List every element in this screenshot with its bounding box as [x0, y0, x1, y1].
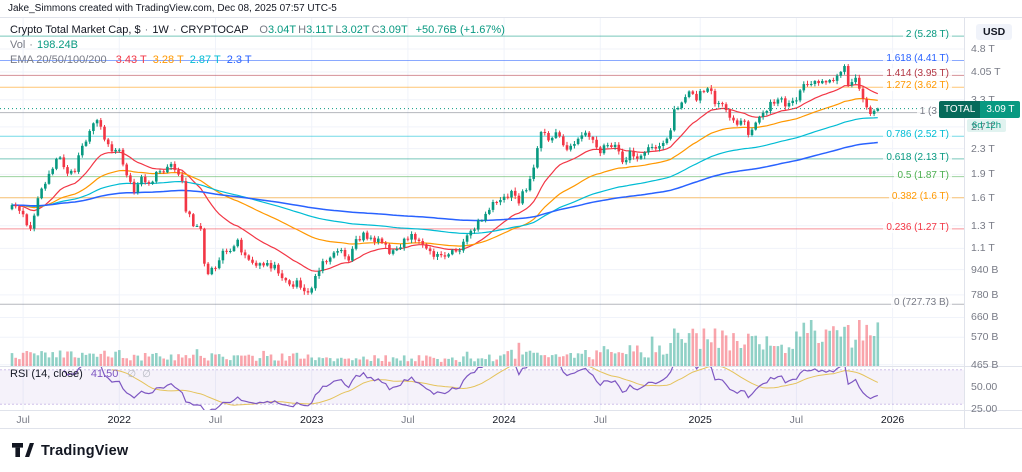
time-axis-label: 2026 [880, 414, 905, 426]
time-axis-label: Jul [789, 414, 804, 426]
ema-value: 3.43 T [115, 54, 147, 66]
ohlc-value: 3.11T [306, 24, 334, 36]
fib-level-label: 1 (3 T) [916, 105, 952, 117]
price-axis-label: 1.1 T [971, 242, 995, 255]
price-axis[interactable] [964, 17, 1022, 428]
legend-main-row: Crypto Total Market Cap, $ · 1W · CRYPTOCAP … [10, 23, 505, 38]
fib-level-label: 1.272 (3.62 T) [883, 80, 952, 92]
fib-level-label: 2 (5.28 T) [902, 29, 952, 41]
legend-ema-row: EMA 20/50/100/200 3.43 T 3.28 T 2.87 T 2.3 … [10, 53, 505, 68]
fib-level-label: 0.236 (1.27 T) [883, 221, 952, 233]
rsi-value: 41.50 [90, 368, 119, 380]
badge-price: 3.09 T [980, 101, 1021, 118]
ema-value: 2.87 T [189, 54, 221, 66]
price-axis-label: 4.8 T [971, 43, 995, 55]
interval-label[interactable]: 1W [152, 24, 169, 36]
bar-countdown: 6d 12h [967, 119, 1007, 132]
brand-name[interactable]: TradingView [41, 442, 129, 459]
price-axis-label: 1.6 T [971, 191, 995, 204]
volume-value: 198.24B [36, 39, 78, 51]
attribution-bar: Jake_Simmons created with TradingView.co… [0, 0, 1022, 18]
rsi-lines [63, 366, 879, 410]
symbol-legend: Crypto Total Market Cap, $ · 1W · CRYPTOCAP … [10, 23, 505, 68]
fib-level-label: 1.414 (3.95 T) [883, 68, 952, 80]
ema-values: 3.43 T 3.28 T 2.87 T 2.3 T [110, 54, 252, 66]
ema-value: 2.3 T [226, 54, 252, 66]
fib-level-label: 1.618 (4.41 T) [883, 53, 952, 65]
separator-dot: · [144, 24, 149, 36]
time-axis-label: Jul [16, 414, 30, 426]
current-price-badge: TOTAL 3.09 T [939, 101, 1021, 118]
rsi-label[interactable]: RSI (14, close) [10, 368, 83, 380]
volume-label: Vol [10, 39, 26, 51]
hidden-value-icon: ∅ [142, 369, 151, 380]
ohlc-value: 3.09T [379, 24, 408, 36]
price-axis-label: 660 B [971, 311, 999, 324]
price-axis-label: 570 B [971, 331, 999, 344]
price-chart-canvas[interactable] [0, 17, 965, 410]
hidden-value-icon: ∅ [127, 369, 137, 380]
ema-value: 3.28 T [152, 54, 184, 66]
separator-dot: · [172, 24, 177, 36]
time-axis[interactable] [0, 410, 1022, 429]
ohlc-key: O [259, 24, 268, 36]
price-axis-label: 2.3 T [971, 142, 995, 155]
price-axis-label: 465 B [971, 358, 999, 371]
time-axis-label: 2025 [688, 414, 712, 426]
ohlc-key: C [371, 24, 380, 36]
time-axis-label: Jul [401, 414, 415, 426]
ohlc-key: L [335, 24, 342, 36]
rsi-muted-values: ∅ ∅ [121, 368, 150, 380]
price-axis-label: 2.7 T [971, 120, 995, 133]
volume-bars [10, 320, 880, 366]
rsi-axis-label: 25.00 [971, 402, 998, 415]
time-axis-label: 2024 [492, 414, 516, 426]
symbol-title[interactable]: Crypto Total Market Cap, $ [10, 24, 141, 36]
legend-volume-row: Vol · 198.24B [10, 38, 505, 53]
fib-level-label: 0.5 (1.87 T) [894, 169, 952, 181]
rsi-legend: RSI (14, close) 41.50 ∅ ∅ [10, 368, 151, 380]
ohlc-values: O3.04T H3.11T L3.02T C3.09T [257, 24, 407, 36]
time-axis-label: Jul [208, 414, 223, 426]
fib-level-label: 0.382 (1.6 T) [888, 190, 952, 202]
rsi-axis-label: 50.00 [971, 381, 998, 393]
separator-dot: · [29, 39, 33, 51]
footer-bar: TradingView [0, 428, 1022, 472]
price-axis-label: 4.05 T [971, 66, 1001, 78]
price-axis-label: 780 B [971, 288, 999, 301]
ohlc-value: 3.02T [341, 24, 370, 36]
price-axis-label: 940 B [971, 263, 999, 276]
price-axis-label: 1.3 T [971, 219, 995, 232]
currency-chip[interactable]: USD [976, 24, 1013, 40]
change-value: +50.76B (+1.67%) [415, 24, 505, 36]
fib-level-label: 0 (727.73 B) [890, 297, 952, 309]
badge-symbol: TOTAL [939, 101, 981, 118]
time-axis-label: Jul [593, 414, 608, 426]
ohlc-key: H [298, 24, 307, 36]
price-axis-label: 1.9 T [971, 168, 995, 181]
time-axis-label: 2023 [300, 414, 324, 426]
pane-separator[interactable] [0, 366, 1022, 367]
fib-level-label: 0.786 (2.52 T) [883, 129, 952, 141]
time-axis-label: 2022 [107, 414, 131, 426]
candles [10, 64, 880, 295]
ohlc-value: 3.04T [267, 24, 297, 36]
exchange-label: CRYPTOCAP [180, 24, 249, 36]
tradingview-logo-icon[interactable] [12, 442, 34, 459]
ema-label: EMA 20/50/100/200 [10, 54, 107, 66]
fib-level-label: 0.618 (2.13 T) [883, 151, 952, 163]
